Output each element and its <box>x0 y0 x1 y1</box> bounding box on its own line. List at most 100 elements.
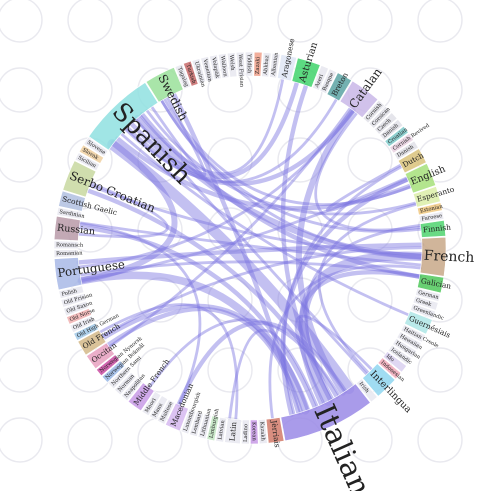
segment-walloon[interactable] <box>217 53 230 79</box>
segment-maori[interactable] <box>141 391 162 417</box>
segment-greenlandic[interactable] <box>410 303 436 320</box>
ribbon-catalan-finnish <box>314 111 423 232</box>
segment-old-saxon[interactable] <box>63 300 90 317</box>
segment-italian[interactable] <box>280 383 371 442</box>
segment-aragonese[interactable] <box>277 54 297 82</box>
segment-portuguese[interactable] <box>53 257 83 291</box>
segment-irish[interactable] <box>355 378 378 403</box>
segment-scottish-gaelic[interactable] <box>58 190 86 212</box>
segment-esperanto[interactable] <box>412 186 441 208</box>
segment-english[interactable] <box>404 163 437 194</box>
segment-volapuk[interactable] <box>209 54 222 81</box>
segment-swedish[interactable] <box>145 66 184 103</box>
segment-corsican[interactable] <box>368 105 392 129</box>
watermark-mark <box>277 207 323 253</box>
segment-jerriais[interactable] <box>265 417 285 444</box>
segment-tagalog[interactable] <box>174 63 191 90</box>
segment-ladino[interactable] <box>241 419 250 445</box>
segment-russian[interactable] <box>53 215 81 241</box>
segment-norman[interactable] <box>114 371 137 396</box>
ribbon-italian-finnish <box>304 223 422 401</box>
segment-azeri[interactable] <box>312 65 329 91</box>
segment-albanian[interactable] <box>269 52 281 79</box>
segment-norwegian-nynorsk[interactable] <box>95 354 120 377</box>
segment-asturian[interactable] <box>291 57 321 88</box>
segment-northern-sami[interactable] <box>107 366 131 390</box>
segment-lombard[interactable] <box>189 411 204 438</box>
segment-faroese[interactable] <box>418 211 445 224</box>
segment-haitian-creole[interactable] <box>400 324 426 343</box>
ribbon-italian-french <box>299 251 427 406</box>
segment-middle-french[interactable] <box>127 382 155 412</box>
segment-dutch[interactable] <box>397 148 427 174</box>
segment-cornish-revived[interactable] <box>389 133 414 154</box>
segment-latvian[interactable] <box>215 416 228 443</box>
watermark-mark <box>0 0 43 43</box>
segment-german[interactable] <box>415 288 441 302</box>
segment-lithuanian[interactable] <box>197 413 212 440</box>
segment-old-high-german[interactable] <box>73 322 99 341</box>
segment-ido[interactable] <box>382 351 407 373</box>
segment-maltese[interactable] <box>156 399 176 425</box>
watermark-mark <box>0 207 43 253</box>
segment-venetian[interactable] <box>200 56 214 82</box>
segment-danish[interactable] <box>379 118 404 141</box>
segment-polish[interactable] <box>58 285 85 300</box>
segment-croatian[interactable] <box>384 125 409 148</box>
segment-greek[interactable] <box>412 295 439 311</box>
segment-icelandic[interactable] <box>387 344 413 366</box>
segment-slovak[interactable] <box>78 144 105 164</box>
segment-finnish[interactable] <box>419 220 446 238</box>
segment-luxembourgish[interactable] <box>180 408 197 435</box>
segment-old-frisian[interactable] <box>60 293 87 308</box>
ribbon-spanish-swedish <box>150 95 207 177</box>
segment-danish[interactable] <box>393 140 419 161</box>
segment-interlingua[interactable] <box>362 363 396 397</box>
segment-korean[interactable] <box>250 419 259 445</box>
segment-manx[interactable] <box>149 395 169 421</box>
segment-kazakh[interactable] <box>257 419 268 445</box>
segment-breton[interactable] <box>326 72 352 102</box>
segment-hungarian[interactable] <box>392 337 418 359</box>
segment-west-frisian[interactable] <box>235 51 246 77</box>
label-welsh: Welsh <box>228 55 236 72</box>
segment-occitan[interactable] <box>86 342 115 370</box>
segment-neapolitan[interactable] <box>120 377 143 402</box>
segment-welsh[interactable] <box>226 52 238 78</box>
segment-hawaiian[interactable] <box>396 331 422 351</box>
segment-old-norse[interactable] <box>66 308 92 325</box>
segment-basque[interactable] <box>319 68 338 95</box>
segment-ukrainian[interactable] <box>191 58 207 85</box>
segment-galician[interactable] <box>417 273 445 294</box>
segment-old-french[interactable] <box>77 329 107 356</box>
segment-guernesiais[interactable] <box>404 310 433 335</box>
label-ladino: Ladino <box>243 424 249 442</box>
ribbon-english-dutch <box>325 163 410 212</box>
segment-estonian[interactable] <box>416 202 443 216</box>
segment-cornish[interactable] <box>362 99 385 124</box>
segment-old-irish[interactable] <box>69 315 96 333</box>
ribbon-french-jerriais <box>268 264 423 420</box>
segment-latin[interactable] <box>224 418 242 445</box>
segment-romanian[interactable] <box>53 249 79 258</box>
segment-french[interactable] <box>419 236 447 277</box>
segment-czech[interactable] <box>374 112 398 135</box>
watermark-mark <box>417 67 463 113</box>
segment-zazaki[interactable] <box>253 51 263 77</box>
label-french: French <box>423 248 474 266</box>
segment-serbo-croatian[interactable] <box>62 160 97 198</box>
segment-sicilian[interactable] <box>74 152 101 171</box>
segment-catalan[interactable] <box>339 80 379 119</box>
segment-turkish[interactable] <box>183 60 199 87</box>
segment-macedonian[interactable] <box>164 402 189 432</box>
segment-sardinian[interactable] <box>56 206 83 220</box>
segment-romansch[interactable] <box>53 240 79 249</box>
segment-yiddish[interactable] <box>244 51 254 77</box>
segment-spanish[interactable] <box>88 82 159 151</box>
segment-abkhaz[interactable] <box>261 52 272 78</box>
segment-limburgish[interactable] <box>206 415 220 442</box>
segment-norwegian-bokmal[interactable] <box>101 360 126 383</box>
segment-slovene[interactable] <box>83 136 109 158</box>
watermark-mark <box>67 67 113 113</box>
segment-indonesian[interactable] <box>377 357 402 380</box>
